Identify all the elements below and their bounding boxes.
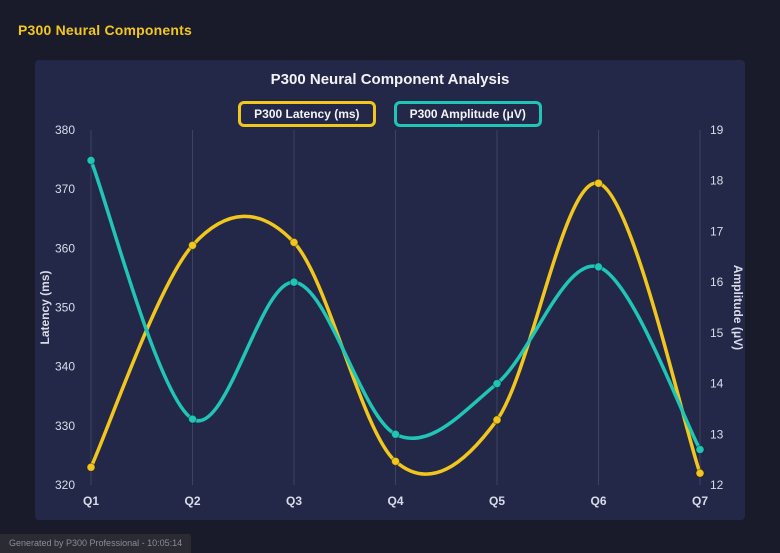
data-point[interactable] (594, 262, 603, 272)
right-axis-tick: 16 (710, 275, 724, 289)
chart-title: P300 Neural Component Analysis (270, 71, 510, 88)
legend-item-amplitude[interactable]: P300 Amplitude (μV) (393, 101, 542, 127)
chart-panel: 320 330 340 350 360 370 380 12 13 14 15 16 17 18 19 Q1 Q… (35, 60, 745, 520)
right-axis-tick: 12 (710, 478, 724, 492)
x-axis-tick: Q1 (83, 494, 99, 508)
chart-svg: 320 330 340 350 360 370 380 12 13 14 15 16 17 18 19 Q1 Q… (38, 123, 745, 508)
data-point[interactable] (188, 414, 197, 424)
data-point[interactable] (289, 277, 299, 287)
data-point[interactable] (695, 445, 705, 454)
right-axis-tick: 19 (710, 123, 724, 137)
right-axis-tick: 18 (710, 174, 724, 188)
data-point[interactable] (86, 155, 96, 165)
x-axis-tick: Q5 (489, 494, 505, 508)
left-axis-tick: 380 (55, 123, 75, 137)
right-axis-tick: 17 (710, 224, 724, 238)
left-axis-tick: 320 (55, 478, 75, 492)
left-axis-title: Latency (ms) (38, 270, 52, 344)
right-axis-title: Amplitude (μV) (731, 265, 745, 350)
x-axis-tick: Q6 (590, 494, 606, 508)
right-axis-tick: 13 (710, 427, 724, 441)
data-point[interactable] (594, 178, 603, 188)
left-axis-tick: 370 (55, 182, 75, 196)
data-point[interactable] (492, 379, 502, 389)
data-point[interactable] (289, 237, 299, 247)
left-axis-tick: 340 (55, 360, 75, 374)
data-point[interactable] (391, 456, 400, 466)
right-axis-tick: 14 (710, 377, 724, 391)
left-axis-tick: 350 (55, 301, 75, 315)
left-axis-tick: 360 (55, 241, 75, 255)
data-point[interactable] (492, 415, 502, 425)
x-axis-tick: Q2 (184, 494, 200, 508)
left-axis-tick: 330 (55, 419, 75, 433)
x-axis-tick: Q7 (692, 494, 708, 508)
data-point[interactable] (86, 462, 96, 472)
legend-label-latency: P300 Latency (ms) (254, 107, 360, 121)
right-axis-tick: 15 (710, 326, 724, 340)
legend-label-amplitude: P300 Amplitude (μV) (409, 107, 526, 121)
legend-item-latency[interactable]: P300 Latency (ms) (238, 101, 376, 127)
page-title: P300 Neural Components (18, 22, 192, 38)
data-point[interactable] (391, 429, 400, 439)
data-point[interactable] (188, 240, 197, 250)
data-point[interactable] (695, 468, 705, 478)
x-axis-tick: Q3 (286, 494, 302, 508)
x-axis-tick: Q4 (387, 494, 403, 508)
footer-status: Generated by P300 Professional - 10:05:1… (0, 534, 192, 553)
chart-legend: P300 Latency (ms) P300 Amplitude (μV) (35, 101, 745, 127)
